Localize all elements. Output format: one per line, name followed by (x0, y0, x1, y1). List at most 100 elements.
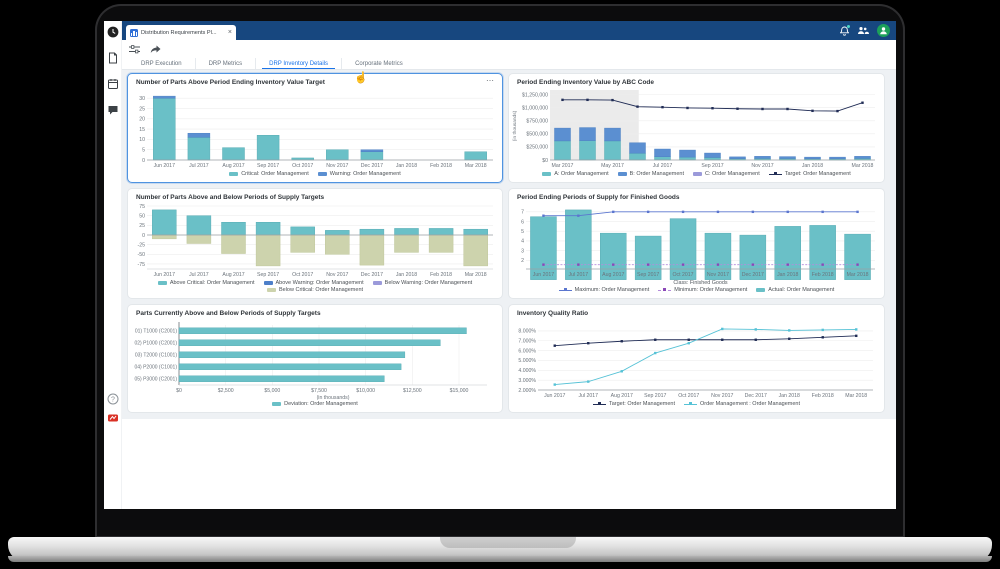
filter-sliders-icon[interactable] (129, 44, 140, 54)
svg-text:May 2017: May 2017 (601, 163, 624, 169)
document-icon[interactable] (107, 52, 119, 64)
legend: Maximum: Order Management Minimum: Order … (509, 287, 884, 293)
notification-badge (846, 24, 850, 28)
svg-text:-50: -50 (138, 252, 146, 258)
legend-swatch (263, 280, 273, 286)
svg-text:Aug 2017: Aug 2017 (611, 393, 633, 399)
svg-text:Jan 2018: Jan 2018 (396, 272, 417, 278)
share-forward-icon[interactable] (150, 45, 161, 54)
svg-text:Nov 2017: Nov 2017 (326, 163, 348, 169)
svg-text:8.000%: 8.000% (518, 329, 536, 335)
legend-label: B: Order Management (629, 171, 685, 177)
legend-swatch (768, 172, 782, 177)
chart-tab-icon (130, 28, 138, 37)
svg-text:Nov 2017: Nov 2017 (751, 163, 773, 169)
card-periods-supply-finished-goods[interactable]: Period Ending Periods of Supply for Fini… (508, 188, 885, 299)
legend-swatch (229, 171, 239, 177)
svg-text:5: 5 (142, 147, 145, 153)
svg-text:Mar 2018: Mar 2018 (465, 163, 487, 169)
chart-svg: 2.000% 3.000% 4.000% 5.000% 6.000% 7.000% 8.00… (518, 327, 873, 399)
svg-text:75: 75 (139, 204, 145, 210)
legend-swatch (617, 171, 627, 177)
notifications-bell-icon[interactable] (840, 24, 850, 36)
legend-item: Above Warning: Order Management (263, 280, 364, 286)
legend-label: Actual: Order Management (768, 287, 835, 293)
card-parts-currently-above-below[interactable]: Parts Currently Above and Below Periods … (127, 304, 503, 413)
legend-label: A: Order Management (554, 171, 609, 177)
legend-swatch (558, 288, 572, 293)
svg-text:Mar 2017: Mar 2017 (552, 163, 574, 169)
legend-item: Deviation: Order Management (272, 401, 358, 407)
svg-text:2: 2 (521, 258, 524, 264)
card-inventory-quality-ratio[interactable]: Inventory Quality Ratio 2.000% 3.000% 4.00… (508, 304, 885, 413)
svg-text:$1,000,000: $1,000,000 (522, 105, 548, 111)
dashboard-tabs: DRP Execution DRP Metrics DRP Inventory … (122, 58, 896, 70)
card-title: Period Ending Periods of Supply for Fini… (517, 194, 680, 201)
legend: Target: Order Management Order Management… (509, 401, 884, 407)
svg-text:$500,000: $500,000 (526, 132, 548, 138)
app-sidebar: ? (104, 21, 122, 509)
chart-svg: $0 $250,000 $500,000 $750,000 $1,000,000 $1,2… (512, 90, 875, 169)
svg-text:7: 7 (521, 210, 524, 216)
svg-text:$2,500: $2,500 (218, 388, 234, 394)
browser-tab[interactable]: Distribution Requirements Pl... × (126, 25, 236, 40)
legend-label: Target: Order Management (608, 401, 676, 407)
card-parts-above-below-supply[interactable]: Number of Parts Above and Below Periods … (127, 188, 503, 299)
history-clock-icon[interactable] (107, 26, 119, 38)
tab-drp-inventory-details[interactable]: DRP Inventory Details (256, 58, 343, 69)
legend-swatch (317, 171, 327, 177)
card-inventory-value-abc[interactable]: Period Ending Inventory Value by ABC Cod… (508, 73, 885, 183)
svg-text:20: 20 (139, 117, 145, 123)
legend-swatch (592, 402, 606, 407)
svg-text:04) P2000 (C1001): 04) P2000 (C1001) (134, 365, 177, 371)
brand-logo-icon[interactable] (107, 412, 119, 424)
legend-item: Below Warning: Order Management (372, 280, 472, 286)
svg-text:Class: Finished Goods: Class: Finished Goods (673, 280, 728, 286)
legend-label: Order Management : Order Management (700, 401, 800, 407)
top-navbar: Distribution Requirements Pl... × (122, 21, 896, 40)
legend-label: Maximum: Order Management (574, 287, 650, 293)
card-menu-icon[interactable]: ⋯ (486, 76, 495, 85)
users-icon[interactable] (857, 26, 869, 35)
legend-item: A: Order Management (542, 171, 609, 177)
svg-text:Aug 2017: Aug 2017 (222, 272, 244, 278)
legend-item: Target: Order Management (592, 401, 676, 407)
svg-text:Sep 2017: Sep 2017 (644, 393, 666, 399)
tab-drp-metrics[interactable]: DRP Metrics (196, 58, 257, 69)
svg-text:Jun 2017: Jun 2017 (154, 163, 175, 169)
svg-text:Jul 2017: Jul 2017 (189, 163, 209, 169)
svg-text:01) T1000 (C2001): 01) T1000 (C2001) (135, 329, 177, 335)
browser-tab-title: Distribution Requirements Pl... (141, 29, 217, 36)
calendar-icon[interactable] (107, 78, 119, 90)
svg-text:4.000%: 4.000% (518, 368, 536, 374)
svg-text:2.000%: 2.000% (518, 388, 536, 394)
chart-svg: -75 -50 -25 0 25 50 75 Jun 2017 Jul 2017 Aug 2017… (138, 204, 493, 278)
close-icon[interactable]: × (227, 29, 232, 36)
user-avatar[interactable] (877, 24, 890, 37)
svg-text:Jul 2017: Jul 2017 (578, 393, 598, 399)
legend-label: Minimum: Order Management (674, 287, 748, 293)
tab-drp-execution[interactable]: DRP Execution (128, 58, 196, 69)
svg-text:6.000%: 6.000% (518, 348, 536, 354)
legend-item: Warning: Order Management (317, 171, 401, 177)
svg-text:$0: $0 (176, 388, 182, 394)
svg-text:Aug 2017: Aug 2017 (222, 163, 244, 169)
svg-text:5.000%: 5.000% (518, 358, 536, 364)
mouse-cursor-icon: ☝ (354, 72, 368, 84)
card-parts-above-inventory-target[interactable]: Number of Parts Above Period Ending Inve… (127, 73, 503, 183)
svg-text:3: 3 (521, 248, 524, 254)
legend-label: Below Critical: Order Management (278, 287, 364, 293)
legend-swatch (693, 171, 703, 177)
svg-text:Dec 2017: Dec 2017 (361, 272, 383, 278)
legend-item: B: Order Management (617, 171, 685, 177)
svg-text:10: 10 (139, 137, 145, 143)
svg-text:Jan 2018: Jan 2018 (779, 393, 800, 399)
tab-corporate-metrics[interactable]: Corporate Metrics (355, 60, 403, 67)
chart-svg: $0 $2,500 $5,000 $7,500 $10,000 $12,500 $15,00… (134, 322, 487, 401)
comment-icon[interactable] (107, 104, 119, 116)
svg-text:Jun 2017: Jun 2017 (533, 272, 554, 278)
card-title: Number of Parts Above Period Ending Inve… (136, 79, 325, 86)
help-icon[interactable]: ? (107, 393, 119, 405)
svg-text:(in thousands): (in thousands) (317, 395, 350, 401)
